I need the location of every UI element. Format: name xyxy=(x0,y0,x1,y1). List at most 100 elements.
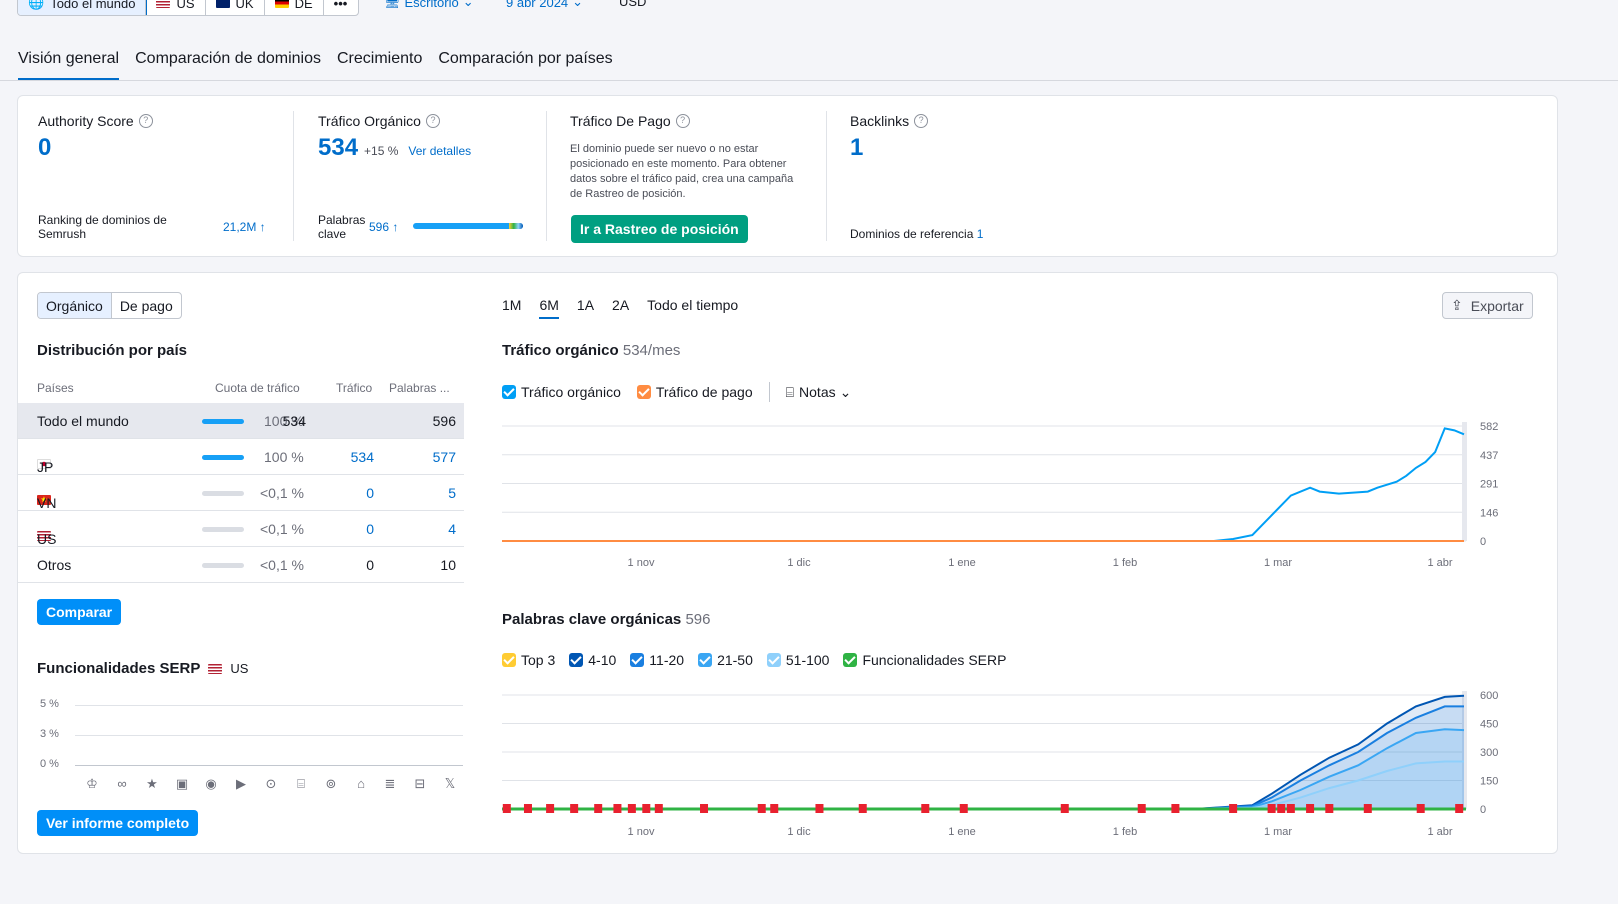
tab-overview[interactable]: Visión general xyxy=(18,50,120,80)
share-value: <0,1 % xyxy=(260,521,304,537)
table-row[interactable]: Todo el mundo 100 % 534 596 xyxy=(18,403,464,439)
currency-label: USD xyxy=(619,0,647,9)
gridline xyxy=(75,735,463,736)
vn-flag-icon: ★ xyxy=(37,495,51,505)
notes-dropdown[interactable]: ⌸ Notas ⌄ xyxy=(785,383,852,401)
info-icon[interactable]: ? xyxy=(675,114,690,128)
keywords-legend: Top 3 4-10 11-20 21-50 51-100 Funcionali… xyxy=(502,652,1006,668)
range-1a[interactable]: 1A xyxy=(576,297,595,313)
image-icon[interactable]: ▣ xyxy=(175,776,189,791)
chevron-down-icon: ⌄ xyxy=(839,383,852,400)
crown-icon[interactable]: ♔ xyxy=(86,776,98,791)
range-2a[interactable]: 2A xyxy=(612,297,630,313)
note-marker xyxy=(1286,804,1295,813)
legend-4-10[interactable]: 4-10 xyxy=(569,652,616,668)
backlinks-title: Backlinks? xyxy=(850,113,929,129)
col-traffic[interactable]: Tráfico xyxy=(336,381,373,395)
x-icon[interactable]: 𝕏 xyxy=(444,776,456,791)
keywords-value[interactable]: 596 ↑ xyxy=(369,220,399,234)
range-all[interactable]: Todo el tiempo xyxy=(647,297,739,313)
play-icon[interactable]: ⊙ xyxy=(265,776,277,791)
legend-top3[interactable]: Top 3 xyxy=(502,652,555,668)
toggle-organic[interactable]: Orgánico xyxy=(37,293,112,318)
news-icon[interactable]: ≣ xyxy=(384,776,396,791)
series-line-tr-fico-org-nico xyxy=(502,427,1465,542)
range-1m[interactable]: 1M xyxy=(502,297,522,313)
keywords-value: 596 xyxy=(432,413,456,429)
region-us[interactable]: US xyxy=(146,0,206,15)
details-link[interactable]: Ver detalles xyxy=(408,144,472,158)
y-tick-label: 0 xyxy=(1480,536,1486,548)
quote-icon[interactable]: ⌸ xyxy=(297,776,305,791)
y-tick-label: 150 xyxy=(1480,776,1498,788)
checkbox-icon xyxy=(636,385,651,399)
tab-domain-comparison[interactable]: Comparación de dominios xyxy=(135,50,321,67)
note-marker xyxy=(1171,804,1180,813)
x-tick-label: 1 ene xyxy=(948,557,976,569)
region-uk[interactable]: UK xyxy=(206,0,265,15)
keywords-value[interactable]: 577 xyxy=(432,449,456,465)
traffic-value[interactable]: 0 xyxy=(366,521,374,537)
info-icon[interactable]: ? xyxy=(914,114,929,128)
video-icon[interactable]: ◉ xyxy=(205,776,217,791)
note-marker xyxy=(921,804,930,813)
note-marker xyxy=(1416,804,1425,813)
date-dropdown[interactable]: 9 abr 2024 ⌄ xyxy=(506,0,583,10)
col-share[interactable]: Cuota de tráfico xyxy=(215,381,300,395)
table-row[interactable]: JP 100 % 534 577 xyxy=(18,439,464,475)
y-tick-label: 450 xyxy=(1480,719,1498,731)
traffic-value[interactable]: 534 xyxy=(350,449,374,465)
backlinks-value[interactable]: 1 xyxy=(850,134,864,161)
legend-serp-features[interactable]: Funcionalidades SERP xyxy=(843,652,1006,668)
legend-51-100[interactable]: 51-100 xyxy=(766,652,829,668)
tab-growth[interactable]: Crecimiento xyxy=(336,50,423,67)
note-marker xyxy=(613,804,622,813)
table-row[interactable]: ★ VN <0,1 % 0 5 xyxy=(18,475,464,511)
export-button[interactable]: ⇪ Exportar xyxy=(1442,292,1533,319)
device-dropdown[interactable]: 🖥 Escritorio ⌄ xyxy=(384,0,474,10)
x-tick-label: 1 ene xyxy=(948,826,976,838)
note-marker xyxy=(700,804,709,813)
region-worldwide[interactable]: 🌐 Todo el mundo xyxy=(18,0,148,15)
video-carousel-icon[interactable]: ▶ xyxy=(236,776,246,791)
note-marker xyxy=(523,804,532,813)
ranking-value[interactable]: 21,2M ↑ xyxy=(223,220,266,234)
graduation-icon[interactable]: ⌂ xyxy=(357,776,365,791)
share-value: 100 % xyxy=(264,449,304,465)
divider xyxy=(768,382,770,402)
info-icon[interactable]: ? xyxy=(425,114,440,128)
col-countries[interactable]: Países xyxy=(37,381,74,395)
keywords-value[interactable]: 5 xyxy=(448,485,456,501)
note-marker xyxy=(1277,804,1286,813)
table-row[interactable]: Otros <0,1 % 0 10 xyxy=(18,547,464,583)
range-6m[interactable]: 6M xyxy=(539,297,559,319)
full-report-button[interactable]: Ver informe completo xyxy=(37,810,199,836)
region-more-button[interactable]: ••• xyxy=(333,0,348,11)
share-bar xyxy=(202,491,244,496)
star-icon[interactable]: ★ xyxy=(146,776,158,791)
organic-traffic-value[interactable]: 534 xyxy=(318,134,359,161)
divider xyxy=(826,111,827,241)
traffic-chart[interactable]: 582 437 291 146 0 1 nov 1 dic 1 ene 1 feb 1 mar 1 … xyxy=(502,415,1512,575)
country-name: Todo el mundo xyxy=(37,413,129,429)
legend-11-20[interactable]: 11-20 xyxy=(630,652,684,668)
authority-score-value[interactable]: 0 xyxy=(38,134,52,161)
toggle-paid[interactable]: De pago xyxy=(110,293,181,318)
table-row[interactable]: US <0,1 % 0 4 xyxy=(18,511,464,547)
legend-organic[interactable]: Tráfico orgánico xyxy=(502,384,621,400)
col-keywords[interactable]: Palabras ... xyxy=(389,381,450,395)
pin-icon[interactable]: ⊚ xyxy=(325,776,337,791)
keywords-chart[interactable]: 600 450 300 150 0 1 nov 1 dic 1 ene 1 feb 1 mar 1 … xyxy=(502,685,1512,845)
compare-button[interactable]: Comparar xyxy=(37,599,122,625)
region-de[interactable]: DE xyxy=(265,0,324,15)
legend-paid[interactable]: Tráfico de pago xyxy=(636,384,753,400)
position-tracking-button[interactable]: Ir a Rastreo de posición xyxy=(571,215,748,243)
traffic-value[interactable]: 0 xyxy=(366,485,374,501)
link-icon[interactable]: ∞ xyxy=(117,776,127,791)
briefcase-icon[interactable]: ⊟ xyxy=(414,776,426,791)
tab-country-comparison[interactable]: Comparación por países xyxy=(438,50,613,67)
checkbox-icon xyxy=(843,653,858,667)
keywords-value[interactable]: 4 xyxy=(448,521,456,537)
info-icon[interactable]: ? xyxy=(138,114,153,128)
legend-21-50[interactable]: 21-50 xyxy=(698,652,753,668)
